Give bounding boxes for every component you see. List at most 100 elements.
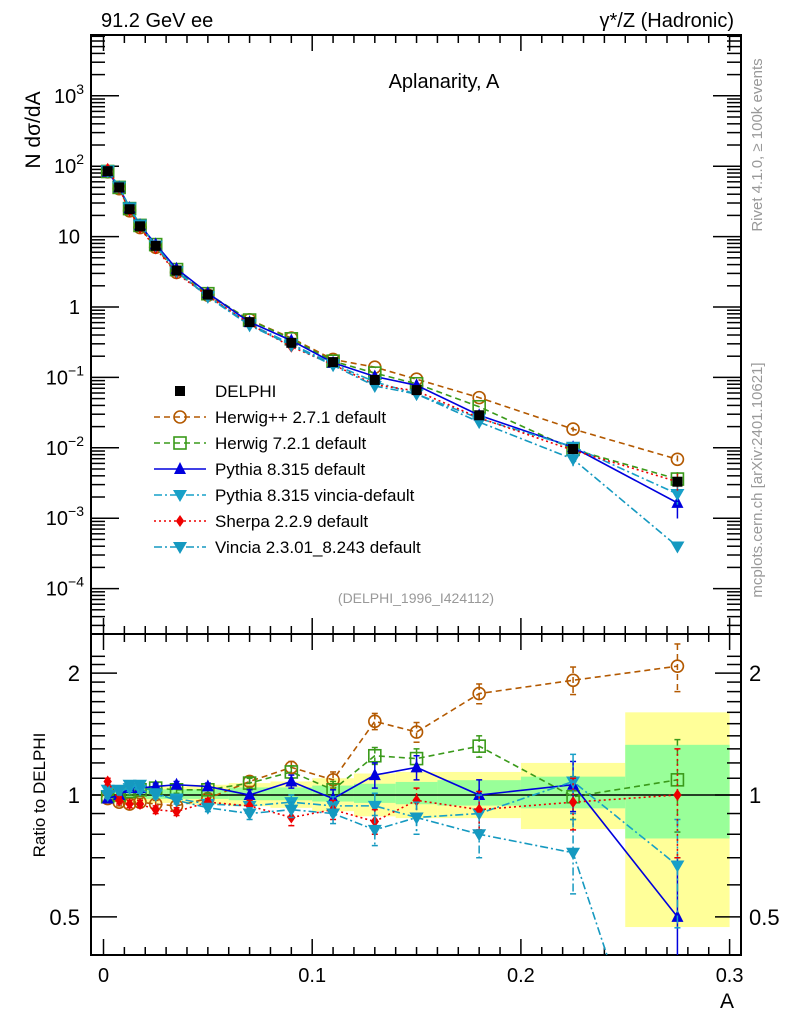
x-axis-label: A: [720, 990, 734, 1013]
legend-entry: Pythia 8.315 vincia-default: [154, 486, 415, 505]
header-left-label: 91.2 GeV ee: [101, 10, 213, 32]
stat-uncertainty-band: [395, 781, 438, 805]
marker-open-circle: [368, 714, 382, 729]
marker-triangle-up: [410, 760, 423, 773]
stat-uncertainty-band: [270, 787, 313, 801]
marker-open-circle: [472, 686, 486, 701]
ratio-y-axis-label: Ratio to DELPHI: [30, 733, 49, 858]
ratio-plot-panel: 2 2 1 1 0.5 0.5 Ratio to DELPHI 0 0.1 0.2 0.3 A: [30, 633, 780, 1013]
marker-triangle-up: [368, 768, 381, 781]
marker-triangle-down: [100, 790, 115, 802]
marker-square: [328, 357, 339, 368]
x-tick-label: 0.3: [716, 965, 744, 987]
marker-triangle-down: [367, 824, 382, 837]
marker-diamond: [103, 775, 112, 788]
x-tick-labels: 0 0.1 0.2 0.3: [98, 965, 744, 987]
marker-diamond: [474, 803, 484, 816]
marker-triangle-down: [472, 829, 487, 842]
y-tick-label-base: 10: [46, 367, 68, 389]
series-line-4: [106, 168, 678, 483]
x-tick-label: 0.1: [298, 965, 326, 987]
main-series-layer: [100, 162, 685, 554]
legend-entry: DELPHI: [175, 382, 276, 401]
x-tick-label: 0: [98, 965, 109, 987]
y-tick-label-exponent: 3: [76, 81, 84, 97]
ratio-y-tick-label-right: 2: [749, 661, 761, 686]
marker-triangle-down: [566, 776, 581, 789]
ratio-y-tick-label-right: 0.5: [749, 905, 780, 930]
marker-square: [102, 166, 113, 177]
series-line-3: [107, 169, 678, 495]
marker-triangle-down: [670, 541, 685, 554]
marker-square: [202, 289, 213, 300]
y-tick-label-exponent: −2: [68, 433, 84, 449]
marker-triangle-down: [122, 779, 137, 792]
marker-triangle-up: [201, 779, 214, 792]
marker-triangle-up: [285, 774, 298, 787]
main-y-axis-label: N dσ/dA: [22, 91, 45, 168]
marker-triangle-up: [174, 462, 186, 474]
legend-entry: Herwig 7.2.1 default: [154, 434, 366, 453]
marker-open-circle: [566, 673, 580, 688]
marker-triangle-down: [566, 454, 581, 467]
marker-triangle-up: [671, 495, 684, 508]
analysis-id-label: (DELPHI_1996_I424112): [338, 590, 494, 606]
legend-label: Vincia 2.3.01_8.243 default: [215, 538, 421, 557]
legend: DELPHI Herwig++ 2.7.1 default Herwig 7.2.1…: [154, 382, 421, 557]
legend-label: DELPHI: [215, 382, 276, 401]
marker-triangle-down: [133, 779, 148, 792]
marker-triangle-down: [173, 542, 187, 554]
y-tick-label: 102: [54, 151, 84, 178]
marker-square: [171, 265, 182, 276]
marker-open-circle: [472, 390, 486, 405]
marker-triangle-down: [284, 804, 299, 817]
marker-square: [124, 204, 135, 215]
legend-entry: Vincia 2.3.01_8.243 default: [154, 538, 421, 557]
y-tick-label: 1: [69, 297, 80, 319]
marker-triangle-down: [326, 808, 341, 821]
marker-triangle-down: [367, 800, 382, 813]
marker-diamond: [175, 515, 185, 527]
y-tick-label: 103: [54, 81, 84, 108]
marker-square: [135, 221, 146, 232]
marker-diamond: [172, 805, 181, 818]
series-line-1: [107, 171, 678, 480]
marker-square: [175, 386, 185, 396]
marker-triangle-down: [112, 784, 127, 797]
marker-square: [369, 374, 380, 385]
marker-square: [672, 476, 683, 487]
marker-open-circle: [409, 725, 424, 739]
marker-triangle-down: [566, 847, 581, 860]
y-tick-label: 10: [58, 227, 80, 249]
marker-open-square: [368, 748, 382, 763]
y-tick-label-base: 10: [46, 579, 68, 601]
y-tick-label-base: 10: [54, 156, 76, 178]
marker-triangle-up: [243, 788, 256, 800]
ratio-y-tick-label: 2: [68, 661, 80, 686]
marker-diamond: [412, 794, 421, 807]
legend-label: Sherpa 2.2.9 default: [215, 512, 368, 531]
x-tick-label: 0.2: [507, 965, 535, 987]
marker-square: [150, 240, 161, 251]
marker-diamond: [673, 789, 682, 801]
marker-diamond: [114, 794, 124, 807]
main-axis-ticks: [91, 35, 741, 634]
y-tick-label: 10−4: [46, 574, 84, 601]
y-tick-label: 10−1: [46, 362, 84, 389]
marker-triangle-down: [148, 788, 163, 801]
series-line-2: [107, 171, 678, 504]
y-tick-label-base: 10: [54, 86, 76, 108]
marker-diamond: [135, 798, 145, 811]
legend-entry: Sherpa 2.2.9 default: [154, 512, 368, 531]
ratio-series-layer: [100, 643, 685, 955]
marker-diamond: [125, 798, 134, 811]
ratio-y-tick-label: 0.5: [49, 905, 80, 930]
marker-open-circle: [670, 659, 685, 673]
rivet-version-label: Rivet 4.1.0, ≥ 100k events: [749, 58, 766, 231]
marker-diamond: [151, 803, 160, 816]
legend-label: Herwig 7.2.1 default: [215, 434, 366, 453]
mcplots-credit-label: mcplots.cern.ch [arXiv:2401.10621]: [749, 362, 766, 597]
legend-label: Pythia 8.315 default: [215, 460, 366, 479]
marker-diamond: [245, 799, 254, 812]
